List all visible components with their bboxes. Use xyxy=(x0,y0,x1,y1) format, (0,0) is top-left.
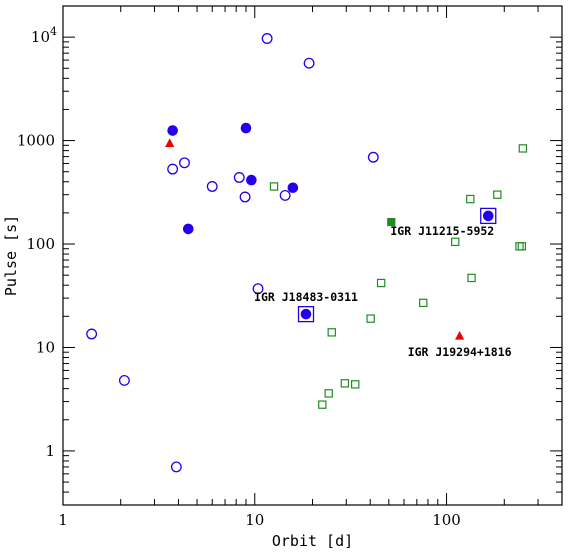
plot-border xyxy=(62,5,563,506)
open-circle-point xyxy=(239,191,251,203)
highlight-box xyxy=(480,207,497,225)
open-square-point xyxy=(419,298,428,308)
open-circle-point xyxy=(170,461,182,473)
open-square-point xyxy=(493,190,502,199)
open-circle-point xyxy=(279,189,291,201)
open-circle-point xyxy=(118,374,130,386)
filled-circle-point xyxy=(482,210,494,222)
open-circle-point xyxy=(367,151,379,163)
filled-triangle-point xyxy=(165,138,175,147)
x-tick-label: 1 xyxy=(58,511,68,529)
axis-ticks xyxy=(62,5,563,506)
filled-triangle-point xyxy=(455,331,465,340)
open-square-point xyxy=(269,182,279,191)
open-circle-point xyxy=(233,172,245,183)
open-circle-point xyxy=(167,163,179,175)
open-square-point xyxy=(518,144,528,153)
open-square-point xyxy=(318,400,327,409)
filled-circle-point xyxy=(240,122,252,134)
plot-frame xyxy=(62,5,563,506)
y-axis-title: Pulse [s] xyxy=(2,215,20,296)
filled-square-point xyxy=(387,217,396,227)
highlight-box xyxy=(297,305,315,323)
open-square-point xyxy=(376,278,386,288)
tick-labels: 1 10 100 1 10 100 1000 104 xyxy=(17,25,461,529)
y-tick-label: 100 xyxy=(26,235,55,253)
filled-circle-point xyxy=(300,308,312,320)
open-square-point xyxy=(327,328,336,337)
open-circle-point xyxy=(86,328,98,340)
filled-circle-point xyxy=(246,174,257,186)
open-circle-point xyxy=(303,57,315,69)
y-tick-label: 104 xyxy=(31,25,57,46)
open-square-point xyxy=(340,379,350,388)
y-tick-label: 1000 xyxy=(17,132,55,150)
open-square-point xyxy=(467,273,476,283)
open-circle-point xyxy=(179,157,190,169)
open-circle-point xyxy=(206,181,218,192)
open-square-point xyxy=(351,380,360,389)
data-points xyxy=(86,33,528,473)
annotations: IGR J18483-0311 IGR J11215-5952 IGR J19294… xyxy=(254,224,512,359)
open-square-point xyxy=(451,237,460,247)
open-square-point xyxy=(517,242,527,251)
open-square-point xyxy=(515,242,524,251)
y-tick-label: 10 xyxy=(36,338,55,356)
open-square-point xyxy=(466,194,475,204)
open-circle-point xyxy=(261,33,273,44)
point-annotation: IGR J18483-0311 xyxy=(254,290,358,304)
filled-circle-point xyxy=(182,223,194,235)
x-tick-label: 10 xyxy=(245,511,264,529)
point-annotation: IGR J11215-5952 xyxy=(390,224,494,238)
x-tick-label: 100 xyxy=(432,511,461,529)
point-annotation: IGR J19294+1816 xyxy=(408,345,512,359)
open-circle-point xyxy=(252,283,264,295)
filled-circle-point xyxy=(167,125,178,136)
filled-circle-point xyxy=(287,182,299,194)
y-tick-label: 1 xyxy=(45,442,55,460)
open-square-point xyxy=(366,314,375,323)
open-square-point xyxy=(324,389,333,398)
x-axis-title: Orbit [d] xyxy=(272,532,353,550)
